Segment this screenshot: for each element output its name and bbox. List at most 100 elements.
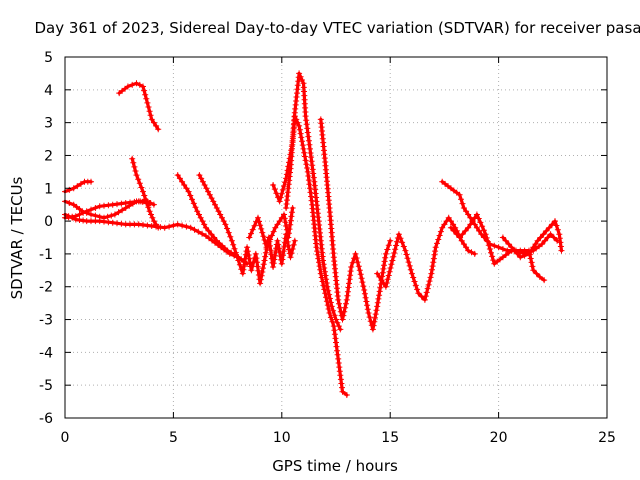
data-point-marker (144, 200, 150, 207)
data-point-marker (263, 244, 270, 251)
data-point-marker (383, 280, 390, 286)
y-tick-label: -1 (39, 247, 53, 263)
data-point-marker (255, 267, 262, 274)
data-point-marker (80, 209, 87, 216)
data-point-marker (348, 264, 355, 270)
data-point-marker (407, 266, 414, 273)
data-point-marker (445, 214, 452, 221)
data-point-marker (450, 227, 457, 234)
data-point-marker (334, 351, 341, 358)
data-point-marker (453, 231, 460, 238)
data-point-marker (148, 211, 154, 218)
data-point-marker (321, 265, 328, 271)
data-point-marker (297, 73, 304, 80)
data-point-marker (321, 268, 328, 275)
data-point-marker (369, 326, 376, 333)
data-point-marker (508, 244, 515, 251)
data-point-marker (231, 245, 238, 252)
series-trace-14 (439, 178, 561, 257)
data-point-marker (341, 308, 348, 315)
data-point-marker (212, 201, 218, 208)
data-point-marker (323, 294, 329, 301)
data-point-marker (280, 248, 287, 255)
data-point-marker (227, 233, 234, 240)
data-point-marker (499, 246, 506, 252)
data-point-marker (552, 218, 558, 225)
data-point-marker (145, 204, 152, 211)
data-point-marker (465, 224, 472, 231)
series-trace-7 (174, 172, 251, 267)
data-point-marker (364, 302, 371, 309)
data-point-marker (521, 252, 528, 259)
data-point-marker (248, 267, 255, 274)
data-point-marker (290, 241, 297, 248)
data-point-marker (343, 296, 350, 303)
data-point-marker (431, 251, 438, 258)
data-point-marker (511, 247, 518, 254)
data-point-marker (517, 254, 524, 261)
data-point-marker (111, 211, 118, 218)
data-point-marker (324, 283, 331, 290)
chart-title: Day 361 of 2023, Sidereal Day-to-day VTE… (34, 19, 640, 37)
data-point-marker (280, 252, 286, 259)
data-point-marker (246, 255, 253, 262)
series-line (375, 216, 477, 302)
data-point-marker (337, 372, 344, 379)
data-point-marker (118, 220, 125, 227)
data-point-marker (486, 246, 493, 252)
data-point-marker (530, 244, 537, 251)
data-point-marker (540, 231, 547, 238)
data-point-marker (406, 262, 413, 269)
data-point-marker (473, 211, 480, 218)
data-point-marker (194, 208, 201, 215)
data-point-marker (372, 314, 378, 321)
data-point-marker (183, 223, 190, 230)
data-point-marker (141, 192, 148, 199)
data-point-marker (541, 237, 548, 244)
data-point-marker (276, 218, 283, 225)
data-point-marker (477, 219, 484, 226)
data-point-marker (467, 221, 474, 228)
data-point-marker (432, 244, 439, 251)
data-point-marker (261, 257, 268, 264)
data-point-marker (220, 218, 227, 225)
data-point-marker (281, 211, 287, 218)
x-tick-label: 0 (61, 430, 70, 446)
data-point-marker (381, 258, 388, 265)
data-point-marker (539, 241, 545, 248)
data-point-marker (397, 235, 404, 242)
x-tick-label: 5 (169, 430, 178, 446)
data-point-marker (450, 221, 457, 228)
data-point-marker (249, 263, 256, 270)
data-point-marker (458, 237, 465, 244)
data-point-marker (115, 209, 122, 216)
data-point-marker (342, 304, 349, 311)
data-point-marker (270, 182, 277, 188)
y-tick-label: -5 (39, 378, 53, 394)
data-point-marker (258, 272, 265, 279)
data-point-marker (285, 230, 292, 237)
data-point-marker (326, 291, 333, 298)
data-point-marker (80, 217, 87, 224)
data-point-marker (281, 215, 288, 222)
data-point-marker (201, 182, 208, 188)
data-point-marker (304, 168, 311, 175)
data-point-marker (505, 241, 512, 248)
data-point-marker (283, 226, 290, 233)
data-point-marker (314, 251, 321, 258)
series-trace-9 (246, 204, 296, 251)
data-point-marker (471, 250, 478, 257)
data-point-marker (387, 237, 394, 244)
data-point-marker (549, 221, 556, 228)
data-point-marker (246, 234, 253, 241)
data-point-marker (323, 276, 330, 283)
data-point-marker (408, 270, 415, 277)
data-point-marker (317, 266, 324, 273)
data-point-marker (480, 227, 487, 234)
data-point-marker (192, 204, 199, 211)
data-point-marker (179, 178, 186, 185)
data-point-marker (140, 83, 146, 90)
data-point-marker (375, 295, 382, 302)
data-point-marker (357, 271, 364, 278)
data-point-marker (77, 180, 84, 187)
